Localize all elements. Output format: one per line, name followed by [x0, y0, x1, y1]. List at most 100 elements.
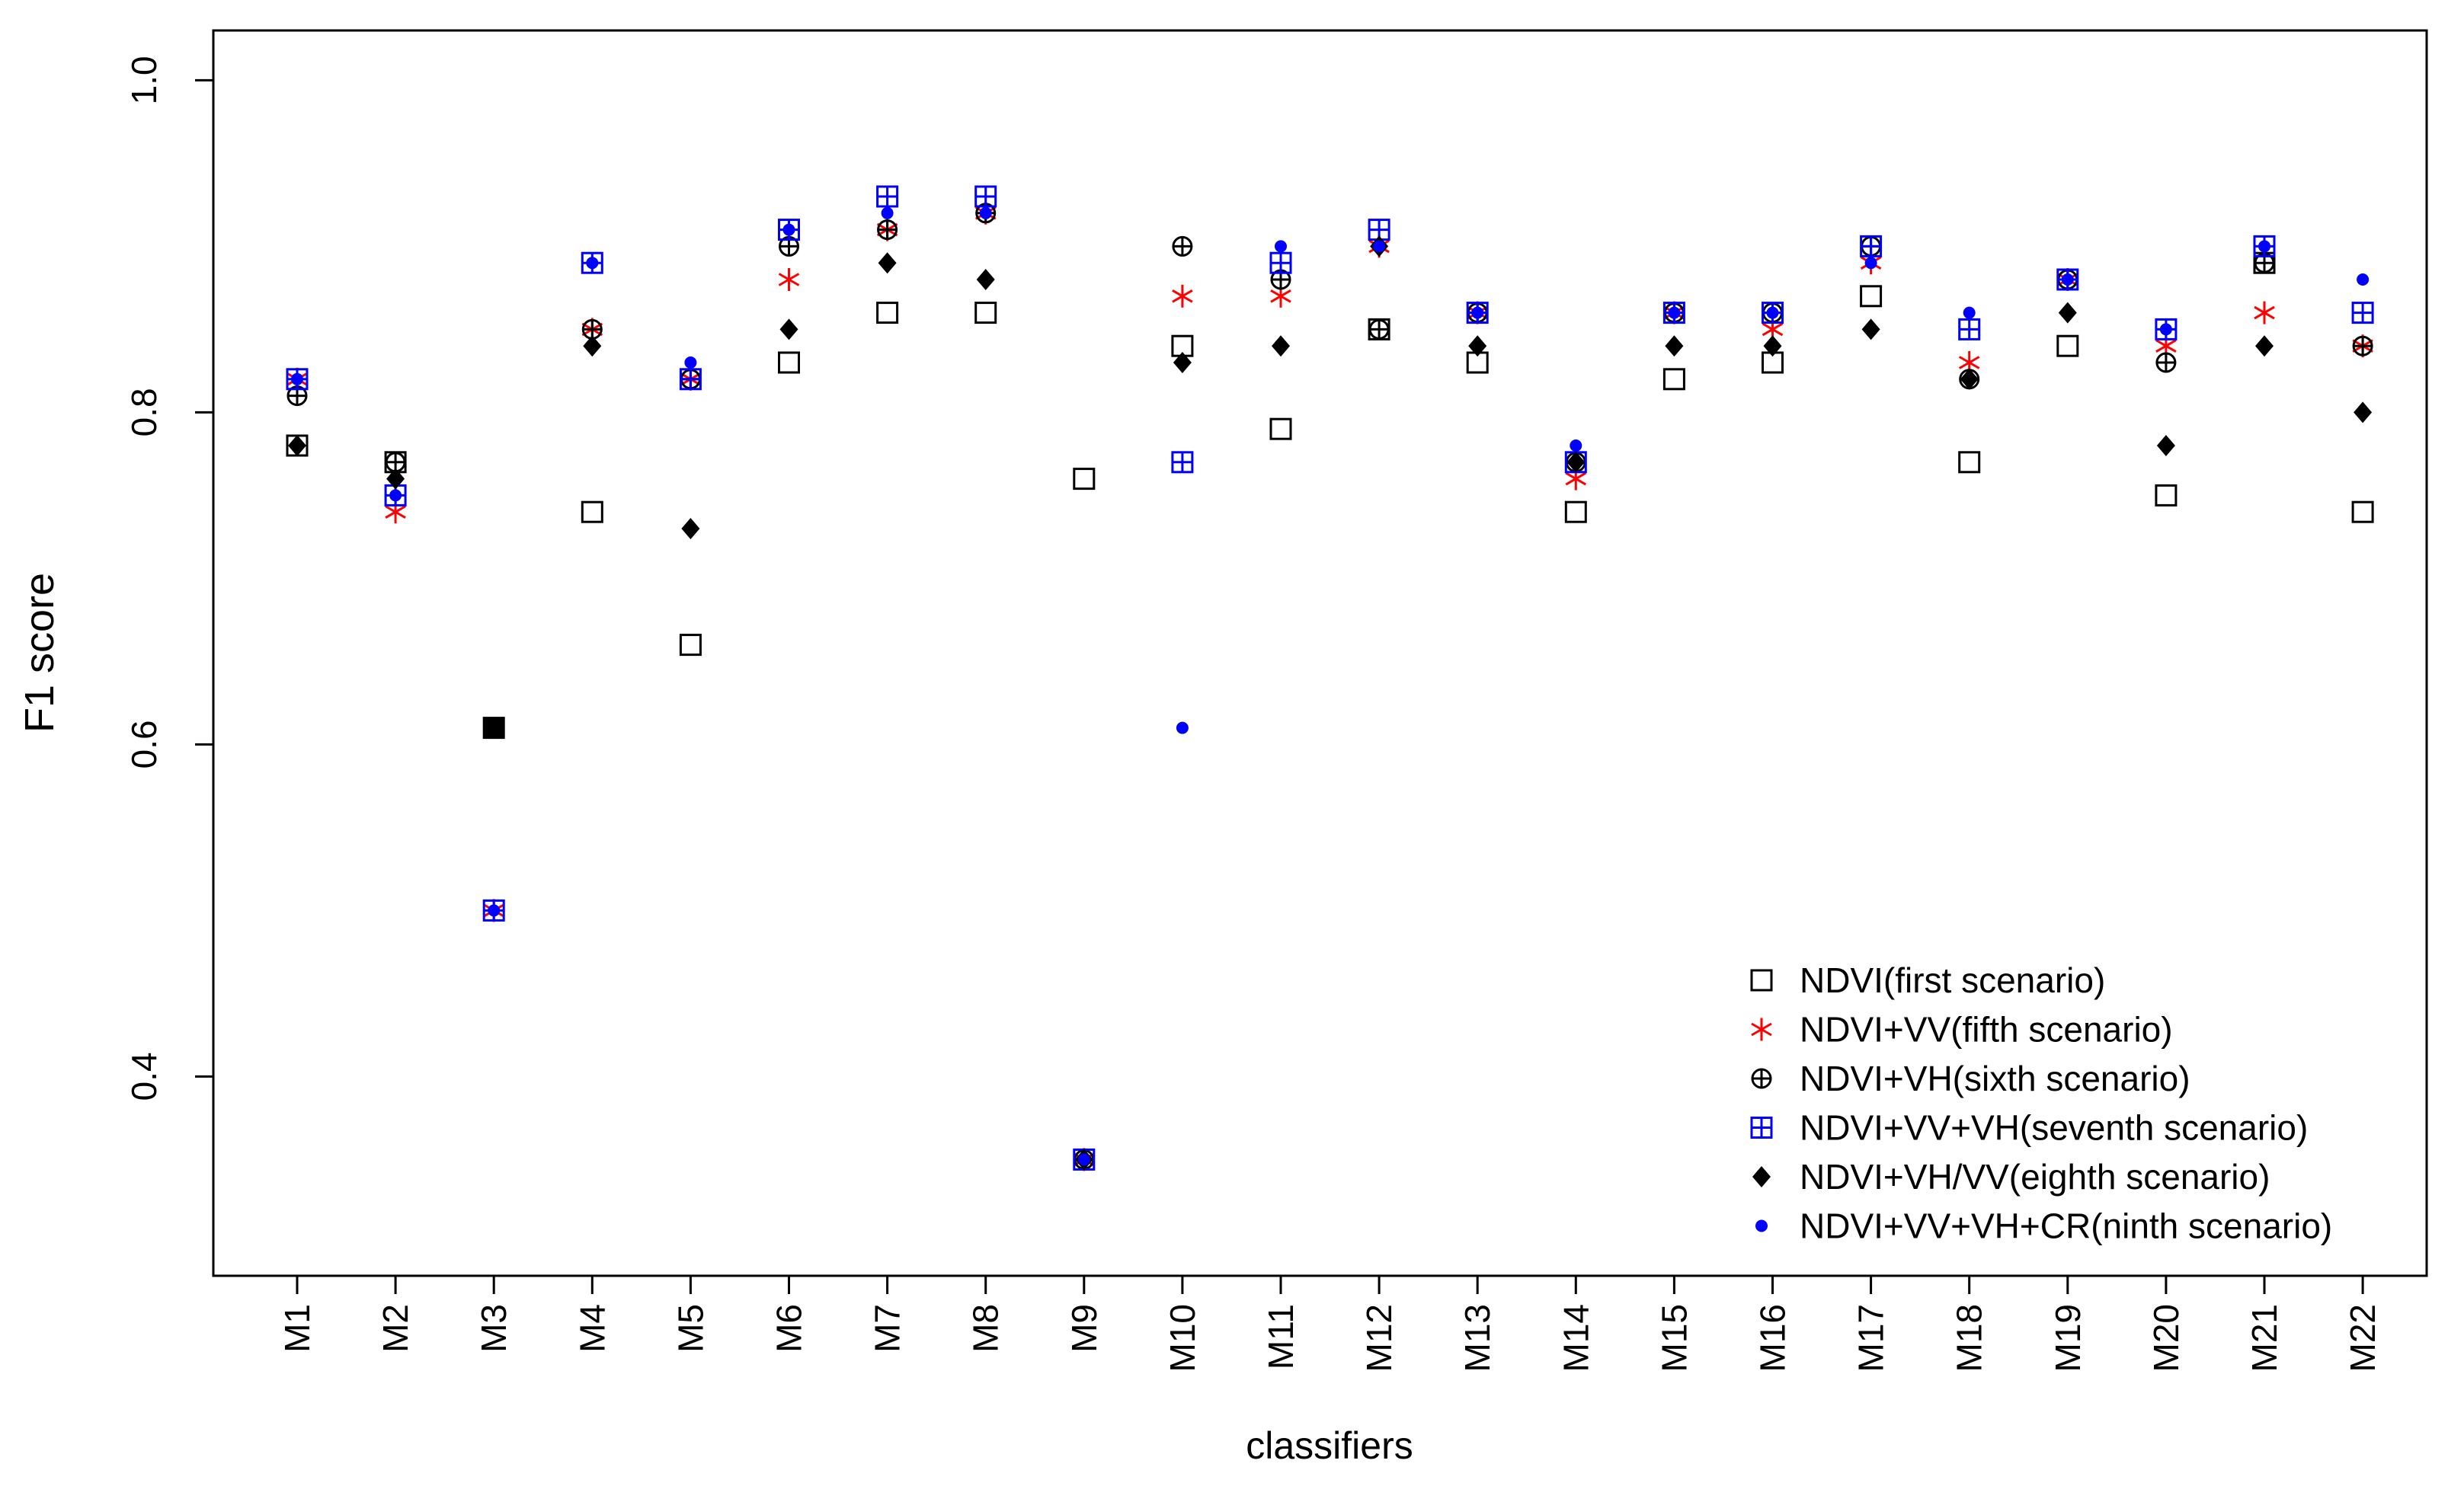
data-point [1860, 235, 1883, 257]
data-point [2159, 323, 2172, 336]
x-tick-label: M10 [1163, 1304, 1202, 1372]
x-tick-label: M15 [1654, 1304, 1694, 1372]
data-point [1665, 335, 1684, 357]
marker-diamond [2255, 335, 2274, 357]
marker-diamond [1752, 1166, 1771, 1187]
plot-frame [212, 29, 2428, 1277]
data-point [1763, 335, 1782, 357]
x-tick-label: M17 [1851, 1304, 1891, 1372]
marker-dot [1766, 306, 1779, 319]
marker-stroke [1751, 1022, 1772, 1037]
marker-square [581, 500, 603, 523]
legend-item: NDVI+VV+VH+CR(ninth scenario) [1755, 1206, 2332, 1246]
marker-dot [586, 257, 599, 270]
marker-dot [2357, 273, 2370, 286]
legend-label: NDVI+VV+VH(seventh scenario) [1800, 1108, 2308, 1148]
data-point [1960, 368, 1979, 390]
marker-dot [881, 206, 894, 219]
marker-dot [1864, 257, 1877, 270]
data-points [286, 185, 2374, 1171]
data-point [778, 268, 800, 291]
legend-item: NDVI+VH/VV(eighth scenario) [1752, 1157, 2270, 1197]
data-point [1176, 721, 1189, 734]
data-point [386, 468, 405, 490]
data-point [782, 223, 795, 236]
marker-stroke [1762, 322, 1784, 337]
data-point [1368, 318, 1390, 340]
marker-dot [1570, 439, 1582, 452]
marker-dot [1077, 1153, 1090, 1166]
x-tick-label: M18 [1950, 1304, 1989, 1372]
x-tick-label: M5 [670, 1304, 710, 1353]
x-tick-label: M8 [966, 1304, 1006, 1353]
data-point [1077, 1153, 1090, 1166]
x-tick-label: M14 [1556, 1304, 1595, 1372]
data-point [2352, 335, 2373, 356]
marker-dot [389, 489, 402, 502]
x-tick-label: M19 [2048, 1304, 2088, 1372]
data-point [976, 269, 995, 290]
marker-dot [488, 904, 501, 917]
marker-dot [2159, 323, 2172, 336]
marker-diamond [2354, 401, 2373, 423]
marker-diamond [1468, 335, 1487, 357]
marker-diamond [976, 269, 995, 290]
marker-diamond [2156, 435, 2175, 456]
x-tick-label: M9 [1064, 1304, 1104, 1353]
marker-square [1269, 417, 1292, 440]
legend-label: NDVI+VH/VV(eighth scenario) [1800, 1157, 2270, 1197]
marker-diamond [1665, 335, 1684, 357]
marker-dot [979, 206, 992, 219]
marker-dot [782, 223, 795, 236]
marker-stroke [1270, 289, 1291, 303]
data-point [779, 318, 798, 340]
marker-dot [2258, 240, 2270, 253]
marker-stroke [385, 505, 406, 519]
data-point [288, 435, 306, 456]
marker-square [1958, 451, 1981, 474]
data-point [2056, 334, 2079, 357]
y-tick-label: 0.4 [124, 1052, 164, 1101]
x-tick-label: M22 [2343, 1304, 2382, 1372]
data-point [1269, 251, 1292, 274]
marker-square [778, 351, 800, 374]
marker-diamond [681, 518, 700, 539]
data-point [1173, 352, 1192, 373]
data-point [881, 206, 894, 219]
data-point [681, 518, 700, 539]
data-point [1864, 257, 1877, 270]
legend-item: NDVI+VV(fifth scenario) [1751, 1010, 2173, 1050]
x-tick-label: M21 [2245, 1304, 2284, 1372]
marker-dot [1176, 721, 1189, 734]
data-point [979, 206, 992, 219]
marker-diamond [288, 435, 306, 456]
x-tick-label: M6 [770, 1304, 809, 1353]
data-point [2354, 401, 2373, 423]
data-point [1172, 284, 1193, 308]
data-point [1668, 306, 1681, 319]
legend-item: NDVI(first scenario) [1750, 960, 2105, 1000]
marker-dot [1373, 240, 1386, 253]
marker-dot [1668, 306, 1681, 319]
data-point [876, 185, 899, 208]
x-tick-label: M13 [1458, 1304, 1497, 1372]
marker-stroke [1958, 356, 1980, 369]
data-point [1468, 335, 1487, 357]
data-point [974, 302, 997, 324]
data-point [1861, 318, 1880, 340]
x-tick-label: M4 [572, 1304, 612, 1353]
data-point [581, 500, 603, 523]
marker-square [1662, 368, 1685, 391]
data-point [974, 185, 997, 208]
data-point [778, 351, 800, 374]
legend-marker [1755, 1219, 1768, 1232]
marker-diamond [1960, 368, 1979, 390]
series-6 [291, 206, 2370, 1166]
marker-diamond [1861, 318, 1880, 340]
marker-square [974, 302, 997, 324]
marker-stroke [2254, 305, 2275, 320]
marker-square [1073, 468, 1096, 491]
data-point [679, 368, 702, 391]
data-point [1373, 240, 1386, 253]
